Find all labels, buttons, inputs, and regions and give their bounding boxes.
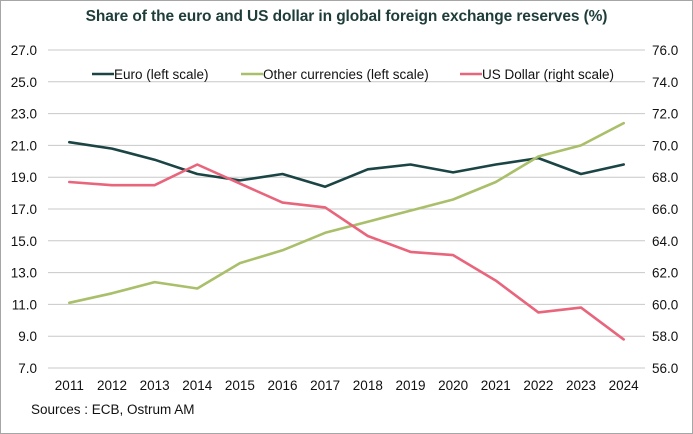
x-tick-label: 2020 [438,378,468,393]
right-tick-label: 56.0 [652,361,678,376]
x-tick-label: 2012 [97,378,127,393]
right-axis-ticks: 76.0 74.0 72.0 70.0 68.0 66.0 64.0 62.0 60.0 58.0… [652,43,678,376]
x-tick-label: 2022 [523,378,553,393]
x-tick-label: 2011 [55,378,84,393]
left-tick-label: 13.0 [11,266,37,281]
chart-title: Share of the euro and US dollar in globa… [85,8,608,25]
legend-label: US Dollar (right scale) [482,67,614,82]
left-tick-label: 21.0 [11,138,37,153]
x-tick-label: 2024 [609,378,640,393]
left-axis-ticks: 27.0 25.0 23.0 21.0 19.0 17.0 15.0 13.0 11.0 9.0 7… [11,43,37,376]
left-tick-label: 15.0 [11,234,37,249]
left-tick-label: 7.0 [18,361,37,376]
x-tick-label: 2023 [566,378,596,393]
series-lines [68,121,626,341]
source-note: Sources : ECB, Ostrum AM [31,402,195,417]
right-tick-label: 70.0 [652,138,678,153]
left-tick-label: 17.0 [11,202,37,217]
x-tick-label: 2017 [310,378,340,393]
right-tick-label: 72.0 [652,107,678,122]
x-tick-label: 2018 [353,378,383,393]
right-tick-label: 62.0 [652,266,678,281]
x-tick-label: 2013 [140,378,170,393]
legend-label: Other currencies (left scale) [263,67,429,82]
right-tick-label: 58.0 [652,329,678,344]
right-tick-label: 66.0 [652,202,678,217]
left-tick-label: 23.0 [11,107,37,122]
right-tick-label: 74.0 [652,75,678,90]
x-tick-label: 2021 [481,378,511,393]
series-line-other [68,121,626,305]
x-tick-label: 2016 [268,378,298,393]
right-tick-label: 60.0 [652,297,678,312]
right-tick-label: 76.0 [652,43,678,58]
gridlines [48,49,645,369]
x-axis-ticks: 2011 2012 2013 2014 2015 2016 2017 2018 2019 2020… [55,378,639,393]
legend-label: Euro (left scale) [114,67,209,82]
legend: Euro (left scale) Other currencies (left … [92,67,614,82]
series-line-euro [68,140,626,188]
x-tick-label: 2019 [395,378,425,393]
left-tick-label: 11.0 [12,297,37,312]
x-tick-label: 2014 [182,378,213,393]
x-tick-label: 2015 [225,378,255,393]
left-tick-label: 9.0 [18,329,37,344]
series-line-us [68,163,626,341]
right-tick-label: 68.0 [652,170,678,185]
left-tick-label: 25.0 [11,75,37,90]
left-tick-label: 27.0 [11,43,37,58]
right-tick-label: 64.0 [652,234,678,249]
left-tick-label: 19.0 [11,170,37,185]
